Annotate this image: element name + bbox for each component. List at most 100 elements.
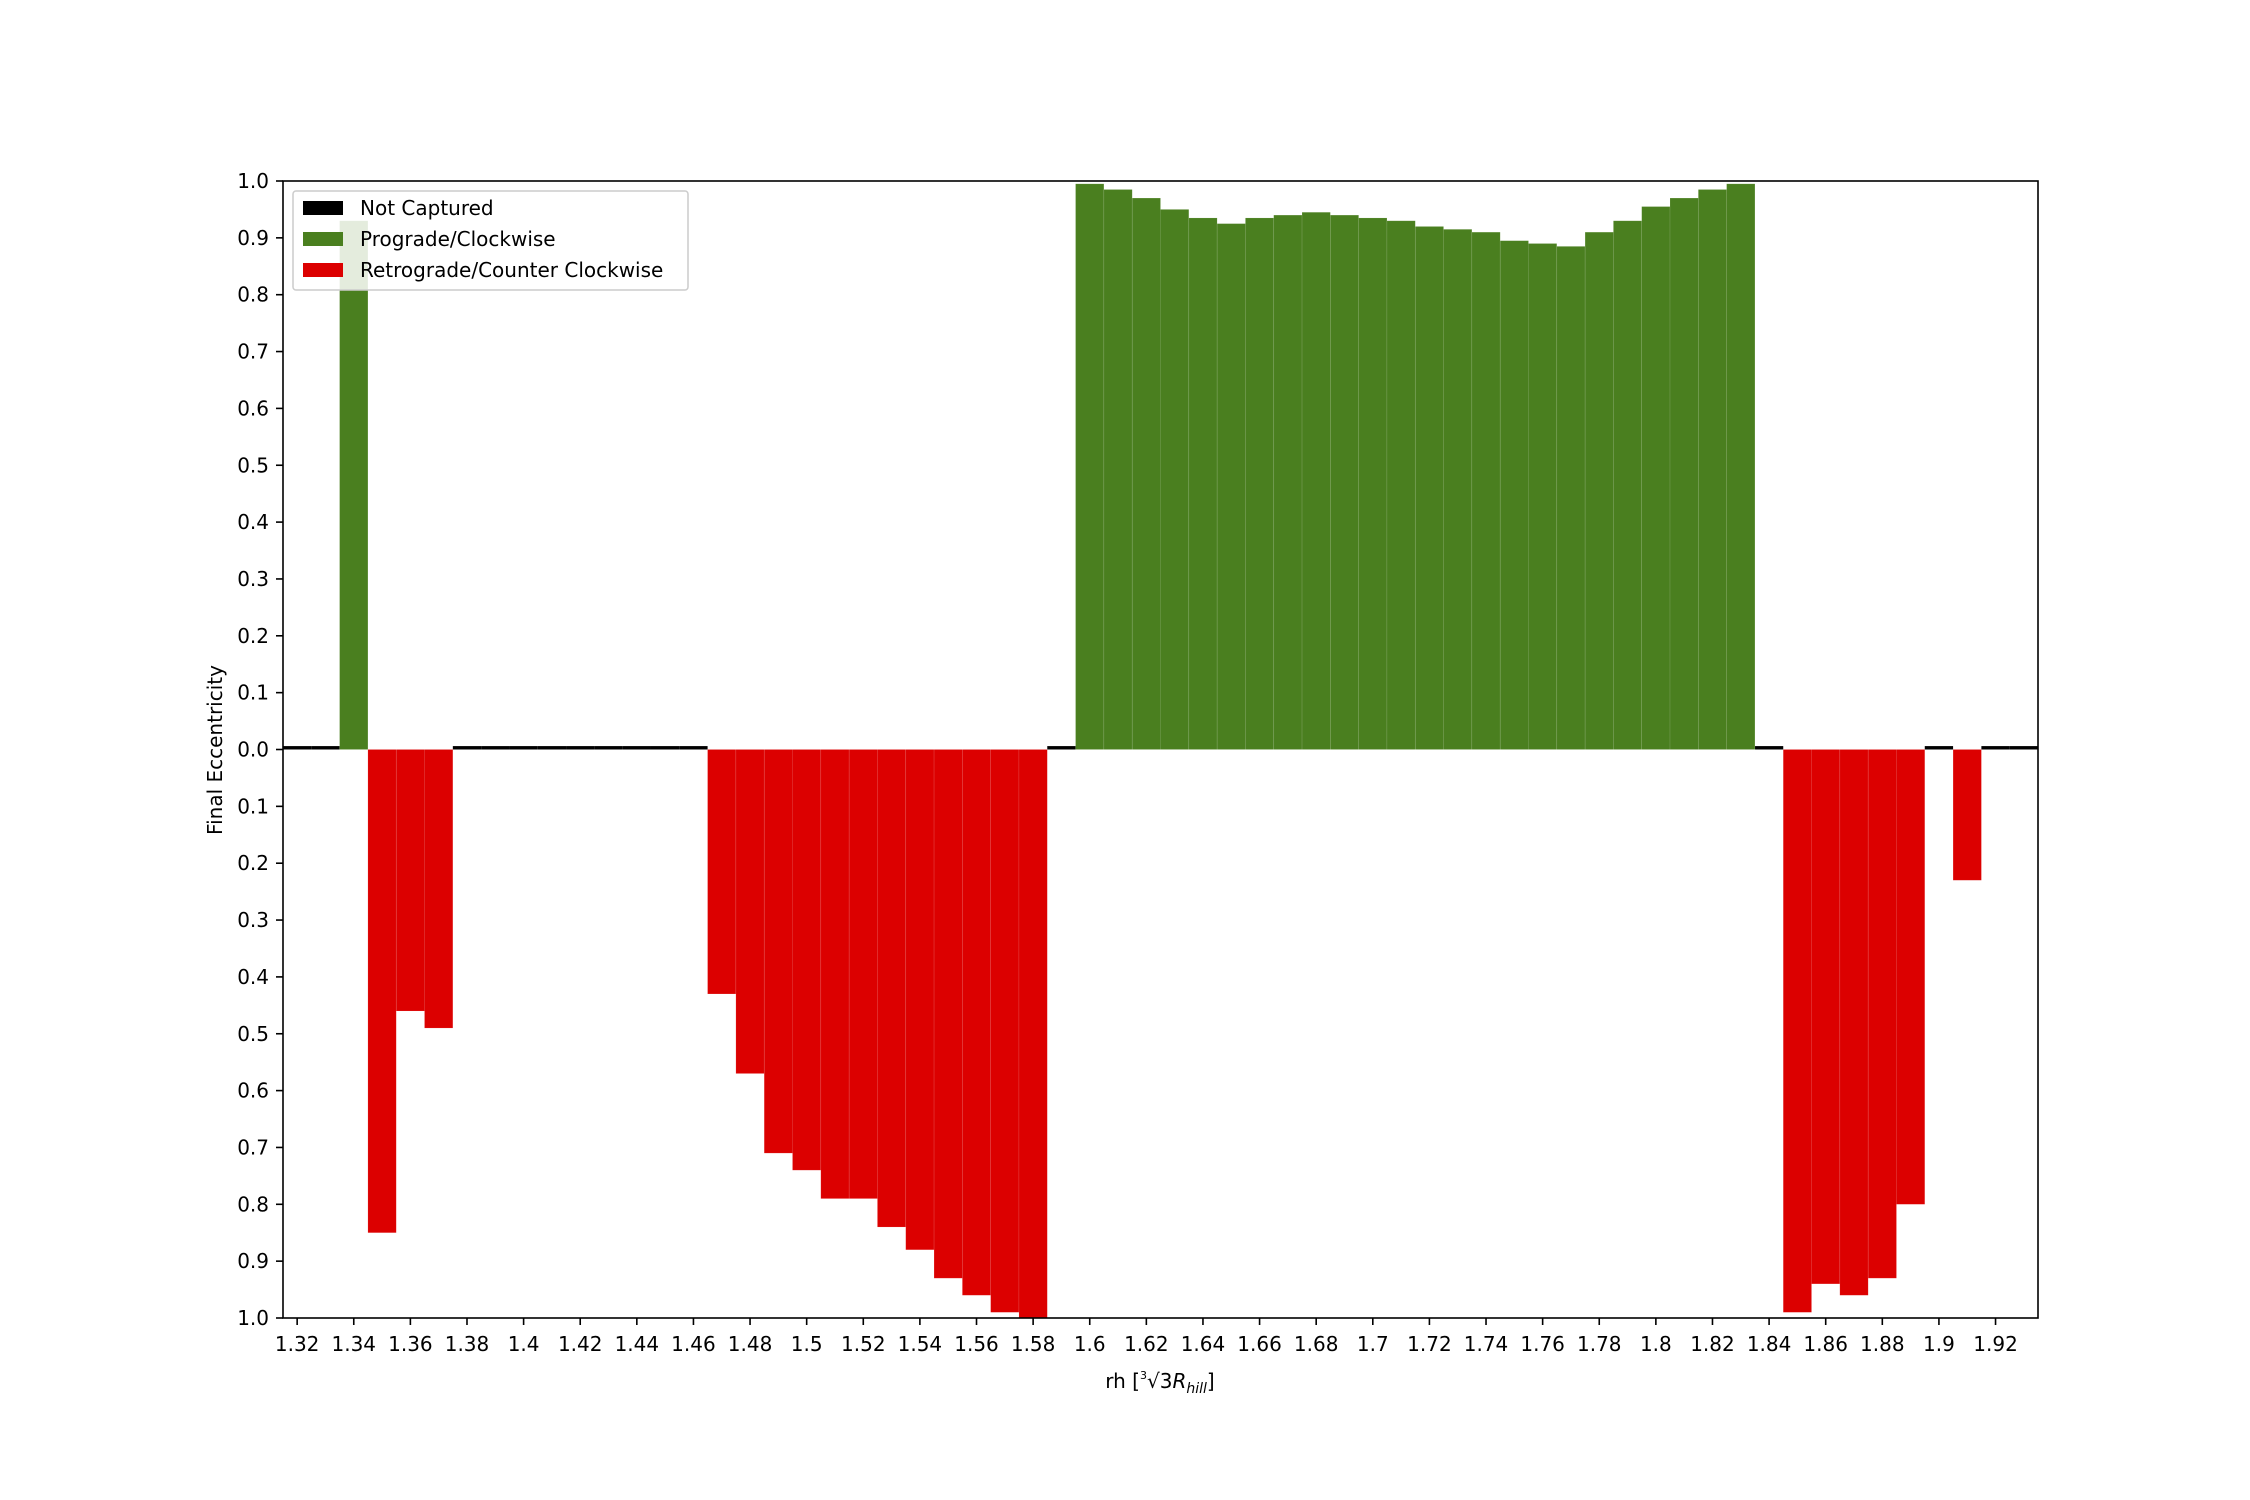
x-tick-label-9: 1.5 bbox=[791, 1332, 823, 1356]
bar-prograde-clockwise-13 bbox=[1414, 226, 1444, 750]
x-tick-label-7: 1.46 bbox=[671, 1332, 716, 1356]
bar-retrograde-counter-clockwise-3 bbox=[707, 749, 737, 995]
bar-prograde-clockwise-23 bbox=[1698, 189, 1727, 750]
y-tick-label-3: 0.7 bbox=[237, 340, 269, 364]
bar-retrograde-counter-clockwise-0 bbox=[367, 749, 397, 1234]
bar-retrograde-counter-clockwise-1 bbox=[395, 749, 425, 1012]
bar-prograde-clockwise-24 bbox=[1726, 183, 1756, 750]
bar-retrograde-counter-clockwise-4 bbox=[735, 749, 765, 1074]
bar-retrograde-counter-clockwise-18 bbox=[1867, 749, 1897, 1279]
bar-prograde-clockwise-0 bbox=[339, 220, 369, 750]
bar-prograde-clockwise-11 bbox=[1358, 217, 1388, 750]
x-tick-label-6: 1.44 bbox=[615, 1332, 660, 1356]
bar-prograde-clockwise-1 bbox=[1075, 183, 1105, 750]
y-tick-label-9: 0.1 bbox=[237, 681, 269, 705]
y-tick-label-4: 0.6 bbox=[237, 396, 269, 420]
y-tick-label-12: 0.2 bbox=[237, 851, 269, 875]
bar-retrograde-counter-clockwise-8 bbox=[848, 749, 878, 1199]
y-tick-label-18: 0.8 bbox=[237, 1192, 269, 1216]
y-tick-label-16: 0.6 bbox=[237, 1079, 269, 1103]
y-axis-label: Final Eccentricity bbox=[203, 665, 227, 835]
legend-swatch-prograde bbox=[303, 232, 343, 246]
bar-prograde-clockwise-6 bbox=[1216, 223, 1246, 750]
bar-not-captured-0 bbox=[283, 746, 312, 750]
x-tick-label-16: 1.64 bbox=[1181, 1332, 1226, 1356]
bar-not-captured-6 bbox=[566, 746, 595, 750]
x-tick-label-26: 1.84 bbox=[1747, 1332, 1792, 1356]
bar-prograde-clockwise-7 bbox=[1245, 217, 1275, 750]
y-tick-label-2: 0.8 bbox=[237, 283, 269, 307]
x-tick-label-13: 1.58 bbox=[1011, 1332, 1056, 1356]
bar-prograde-clockwise-5 bbox=[1188, 217, 1218, 750]
bar-retrograde-counter-clockwise-19 bbox=[1896, 749, 1926, 1205]
x-tick-label-4: 1.4 bbox=[508, 1332, 540, 1356]
y-tick-label-6: 0.4 bbox=[237, 510, 269, 534]
bar-prograde-clockwise-18 bbox=[1556, 246, 1586, 750]
bars-layer bbox=[283, 183, 2038, 1319]
y-tick-label-1: 0.9 bbox=[237, 226, 269, 250]
legend-swatch-retrograde bbox=[303, 263, 343, 277]
bar-not-captured-3 bbox=[481, 746, 510, 750]
y-tick-label-5: 0.5 bbox=[237, 453, 269, 477]
bar-retrograde-counter-clockwise-16 bbox=[1811, 749, 1841, 1285]
bar-not-captured-15 bbox=[2009, 746, 2038, 750]
x-tick-label-24: 1.8 bbox=[1640, 1332, 1672, 1356]
y-tick-label-14: 0.4 bbox=[237, 965, 269, 989]
bar-prograde-clockwise-20 bbox=[1613, 220, 1643, 750]
bar-not-captured-7 bbox=[594, 746, 623, 750]
x-axis-label-prefix: rh [ bbox=[1105, 1369, 1140, 1393]
bar-retrograde-counter-clockwise-14 bbox=[1018, 749, 1048, 1319]
bar-not-captured-10 bbox=[679, 746, 708, 750]
bar-retrograde-counter-clockwise-2 bbox=[424, 749, 454, 1029]
x-tick-label-10: 1.52 bbox=[841, 1332, 886, 1356]
x-axis-label-radicand: 3 bbox=[1160, 1369, 1173, 1393]
bar-retrograde-counter-clockwise-12 bbox=[962, 749, 991, 1296]
legend: Not Captured Prograde/Clockwise Retrogra… bbox=[292, 190, 689, 291]
x-tick-label-17: 1.66 bbox=[1237, 1332, 1282, 1356]
x-tick-label-15: 1.62 bbox=[1124, 1332, 1169, 1356]
x-tick-label-12: 1.56 bbox=[954, 1332, 999, 1356]
y-tick-label-8: 0.2 bbox=[237, 624, 269, 648]
legend-label-retrograde: Retrograde/Counter Clockwise bbox=[360, 258, 663, 282]
x-tick-label-14: 1.6 bbox=[1074, 1332, 1106, 1356]
bar-retrograde-counter-clockwise-20 bbox=[1952, 749, 1982, 881]
bar-not-captured-14 bbox=[1981, 746, 2010, 750]
bar-prograde-clockwise-10 bbox=[1330, 214, 1359, 750]
x-tick-label-21: 1.74 bbox=[1464, 1332, 1509, 1356]
x-tick-label-18: 1.68 bbox=[1294, 1332, 1339, 1356]
x-axis: 1.32 1.34 1.36 1.38 1.4 1.42 1.44 1.46 1.48 1.5 1.… bbox=[275, 1318, 2018, 1356]
bar-not-captured-5 bbox=[537, 746, 567, 750]
x-tick-label-23: 1.78 bbox=[1577, 1332, 1622, 1356]
x-tick-label-22: 1.76 bbox=[1520, 1332, 1565, 1356]
y-tick-label-17: 0.7 bbox=[237, 1135, 269, 1159]
x-tick-label-11: 1.54 bbox=[898, 1332, 943, 1356]
bar-prograde-clockwise-22 bbox=[1669, 197, 1699, 750]
bar-prograde-clockwise-9 bbox=[1301, 211, 1331, 750]
bar-prograde-clockwise-3 bbox=[1131, 197, 1161, 750]
x-axis-label-var: R bbox=[1172, 1369, 1186, 1393]
x-tick-label-0: 1.32 bbox=[275, 1332, 320, 1356]
bar-retrograde-counter-clockwise-10 bbox=[905, 749, 935, 1251]
x-axis-label-root-index: 3 bbox=[1140, 1369, 1147, 1382]
x-tick-label-29: 1.9 bbox=[1923, 1332, 1955, 1356]
x-tick-label-19: 1.7 bbox=[1357, 1332, 1389, 1356]
x-tick-label-28: 1.88 bbox=[1860, 1332, 1905, 1356]
bar-not-captured-9 bbox=[650, 746, 680, 750]
bar-prograde-clockwise-17 bbox=[1528, 243, 1558, 750]
y-tick-label-11: 0.1 bbox=[237, 794, 269, 818]
x-axis-label: rh [3√3Rhill] bbox=[1105, 1369, 1214, 1397]
bar-retrograde-counter-clockwise-6 bbox=[792, 749, 822, 1171]
legend-box bbox=[292, 190, 689, 291]
bar-not-captured-13 bbox=[1924, 746, 1954, 750]
bar-retrograde-counter-clockwise-17 bbox=[1839, 749, 1869, 1296]
bar-prograde-clockwise-8 bbox=[1273, 214, 1303, 750]
y-tick-label-15: 0.5 bbox=[237, 1022, 269, 1046]
bar-prograde-clockwise-15 bbox=[1471, 231, 1501, 750]
bar-not-captured-1 bbox=[311, 746, 340, 750]
bar-not-captured-11 bbox=[1047, 746, 1076, 750]
y-tick-label-0: 1.0 bbox=[237, 169, 269, 193]
bar-not-captured-12 bbox=[1754, 746, 1784, 750]
x-axis-label-suffix: ] bbox=[1207, 1369, 1215, 1393]
y-tick-label-19: 0.9 bbox=[237, 1249, 269, 1273]
y-tick-label-10: 0.0 bbox=[237, 738, 269, 762]
